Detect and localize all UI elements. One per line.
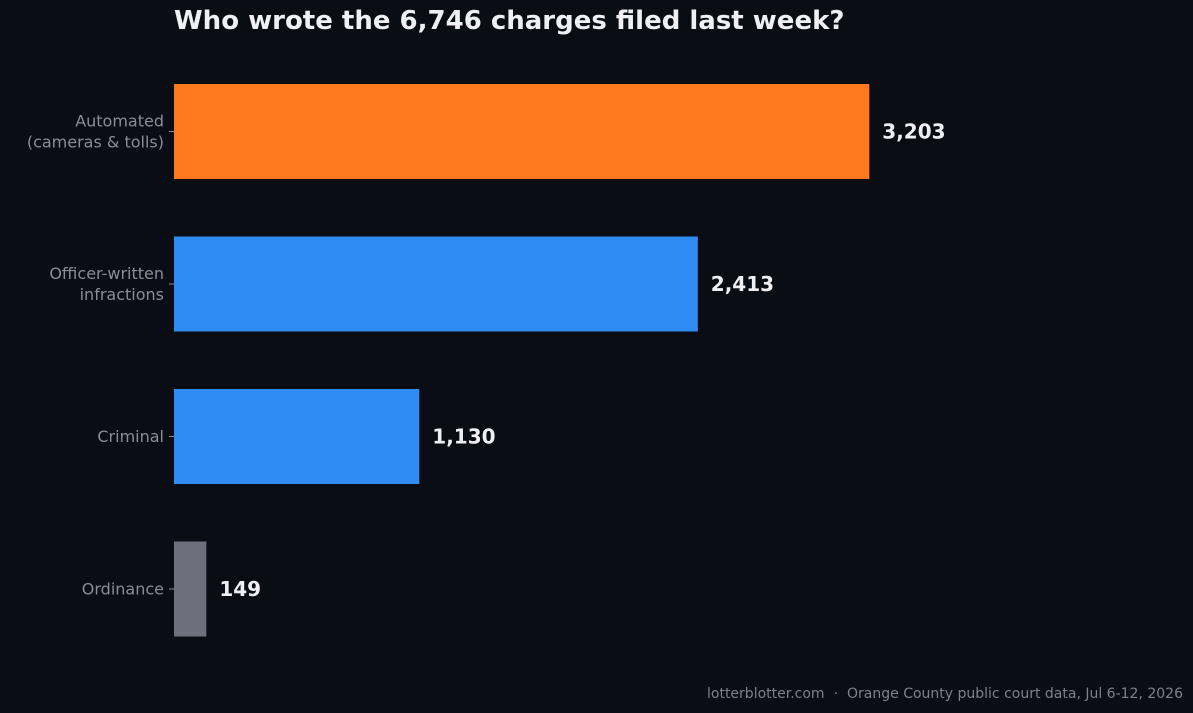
- category-label-3-0: Ordinance: [82, 580, 164, 599]
- category-label-0-1: (cameras & tolls): [27, 133, 164, 152]
- bar-3: [174, 541, 207, 637]
- value-label-3: 149: [219, 577, 261, 601]
- value-label-0: 3,203: [882, 120, 945, 144]
- category-label-0-0: Automated: [75, 112, 164, 131]
- category-label-2-0: Criminal: [97, 427, 164, 446]
- footer-source: lotterblotter.com · Orange County public c…: [707, 686, 1183, 702]
- footer-separator: ·: [833, 686, 839, 702]
- chart-title: Who wrote the 6,746 charges filed last w…: [174, 6, 845, 36]
- footer-source-text: Orange County public court data, Jul 6-1…: [847, 686, 1183, 702]
- category-label-1-1: infractions: [80, 285, 164, 304]
- value-label-1: 2,413: [711, 272, 774, 296]
- bar-0: [174, 84, 870, 179]
- value-label-2: 1,130: [432, 425, 495, 449]
- category-label-1-0: Officer-written: [49, 264, 164, 283]
- bar-2: [174, 389, 420, 484]
- footer-site: lotterblotter.com: [707, 686, 825, 702]
- bar-1: [174, 236, 698, 332]
